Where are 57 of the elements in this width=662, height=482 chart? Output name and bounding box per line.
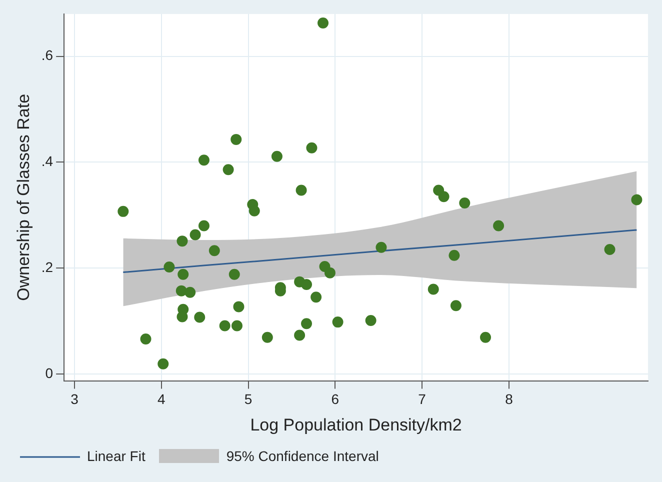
point [306,142,318,154]
point [198,220,210,232]
point [301,278,312,290]
point [296,184,307,196]
point [428,284,439,295]
x-tick-label: 5 [244,391,252,408]
point [459,197,470,208]
point [198,154,210,166]
point [140,333,152,344]
point [176,236,188,247]
point [184,286,196,298]
point [294,330,306,341]
point [228,268,240,280]
point [450,300,462,312]
text: 95% Confidence Interval [226,448,379,464]
legend-label: Linear Fit [87,448,146,464]
y-tick-label: .6 [41,47,54,64]
point [164,262,175,272]
point [493,220,504,232]
point [631,194,642,206]
point [318,18,329,28]
x-tick-label: 7 [418,391,426,408]
point [438,191,450,202]
y-axis-title: Ownership of Glasses Rate [14,94,33,301]
point [176,285,187,296]
point [194,312,206,323]
x-tick-label: 4 [158,391,166,408]
point [248,205,260,216]
point [301,318,312,330]
point [230,134,242,145]
point [233,301,244,312]
point [480,332,492,343]
point [176,311,188,322]
point [332,316,344,328]
x-axis-title: Log Population Density/km2 [250,415,462,434]
point [324,267,336,278]
point [448,250,460,261]
point [604,244,616,256]
y-tick-label: .4 [41,153,54,170]
point [158,358,169,370]
point [365,314,376,326]
x-tick-label: 8 [505,391,514,408]
point [178,268,189,280]
point [376,242,387,253]
point [208,245,220,256]
point [310,292,322,303]
point [219,320,230,332]
y-tick-label: 0 [45,364,54,381]
x-tick-label: 3 [70,391,79,408]
y-tick-label: .2 [41,258,54,275]
point [271,150,282,162]
point [231,320,242,332]
x-tick-label: 6 [331,391,340,408]
point [262,332,273,343]
point [118,206,129,217]
point [222,164,234,176]
point [190,229,201,240]
